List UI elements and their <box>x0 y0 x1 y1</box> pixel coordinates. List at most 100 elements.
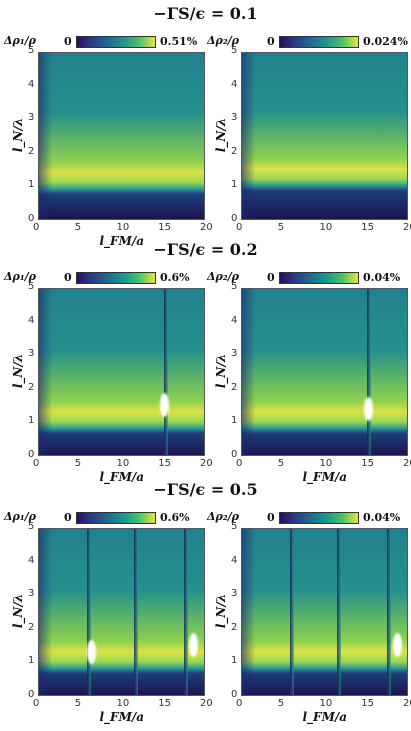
y-tick-label: 3 <box>231 588 238 600</box>
heatmap-plot <box>38 52 205 220</box>
colorbar-max-label: 0.04% <box>363 511 401 524</box>
row-title-1: −ΓS/ϵ = 0.1 <box>153 4 258 23</box>
y-tick-label: 0 <box>231 689 238 700</box>
y-tick-label: 4 <box>28 554 35 566</box>
heatmap-plot <box>241 528 408 696</box>
x-tick-label: 15 <box>158 222 171 233</box>
x-tick-label: 10 <box>116 458 130 469</box>
y-tick-label: 4 <box>231 554 238 566</box>
discontinuity-stripe-2 <box>134 529 139 695</box>
left-edge-gradient <box>39 53 204 219</box>
x-axis-label: l_FM/a <box>99 710 145 724</box>
x-tick-label: 20 <box>200 698 213 709</box>
x-tick-label: 20 <box>200 222 213 233</box>
x-tick-label: 10 <box>116 698 130 709</box>
y-tick-label: 5 <box>231 45 238 56</box>
x-tick-label: 20 <box>403 458 411 469</box>
x-tick-label: 20 <box>200 458 213 469</box>
y-axis-label: l_N/λ <box>11 593 25 629</box>
y-tick-label: 2 <box>231 621 238 633</box>
colorbar <box>76 512 156 524</box>
x-tick-label: 10 <box>319 458 333 469</box>
x-tick-label: 0 <box>236 222 243 233</box>
x-tick-label: 10 <box>116 222 130 233</box>
colorbar-min-label: 0 <box>64 35 72 48</box>
colorbar <box>76 36 156 48</box>
saturation-spot-1 <box>160 393 170 418</box>
y-tick-label: 1 <box>231 415 238 427</box>
saturation-spot-2 <box>189 633 199 658</box>
row-title-3: −ΓS/ϵ = 0.5 <box>153 480 258 499</box>
y-tick-label: 2 <box>28 381 35 393</box>
saturation-spot-1 <box>86 639 96 664</box>
colorbar-label: Δρ₂/ρ <box>207 510 240 523</box>
x-tick-label: 0 <box>33 458 40 469</box>
left-edge-gradient <box>242 289 407 455</box>
y-tick-label: 2 <box>231 145 238 157</box>
heatmap-plot <box>241 52 408 220</box>
y-tick-label: 1 <box>28 415 35 427</box>
colorbar-min-label: 0 <box>64 511 72 524</box>
y-tick-label: 5 <box>28 281 35 292</box>
x-tick-label: 20 <box>403 698 411 709</box>
heatmap-field <box>39 53 204 219</box>
colorbar <box>279 36 359 48</box>
colorbar <box>279 512 359 524</box>
x-tick-label: 15 <box>361 698 374 709</box>
heatmap-plot <box>241 288 408 456</box>
x-tick-label: 20 <box>403 222 411 233</box>
colorbar-max-label: 0.04% <box>363 271 401 284</box>
colorbar-min-label: 0 <box>267 35 275 48</box>
discontinuity-stripe-3 <box>386 529 391 695</box>
x-tick-label: 5 <box>74 458 82 469</box>
x-tick-label: 0 <box>236 458 243 469</box>
x-tick-label: 15 <box>158 698 171 709</box>
y-tick-label: 5 <box>231 521 238 532</box>
colorbar <box>279 272 359 284</box>
heatmap-field <box>39 289 204 455</box>
x-tick-label: 5 <box>277 458 285 469</box>
x-tick-label: 15 <box>158 458 171 469</box>
x-tick-label: 5 <box>277 222 285 233</box>
x-tick-label: 5 <box>74 222 82 233</box>
heatmap-field <box>242 529 407 695</box>
x-tick-label: 5 <box>277 698 285 709</box>
x-axis-label: l_FM/a <box>302 710 348 724</box>
colorbar-label: Δρ₁/ρ <box>4 34 37 47</box>
y-tick-label: 1 <box>231 179 238 191</box>
y-tick-label: 0 <box>28 689 35 700</box>
left-edge-gradient <box>39 289 204 455</box>
y-tick-label: 4 <box>28 78 35 90</box>
left-edge-gradient <box>242 53 407 219</box>
discontinuity-stripe-1 <box>164 289 169 455</box>
y-tick-label: 5 <box>28 45 35 56</box>
y-tick-label: 3 <box>231 348 238 360</box>
colorbar <box>76 272 156 284</box>
colorbar-max-label: 0.024% <box>363 35 408 48</box>
x-tick-label: 10 <box>319 222 333 233</box>
x-tick-label: 0 <box>33 698 40 709</box>
colorbar-max-label: 0.6% <box>160 511 190 524</box>
y-tick-label: 4 <box>28 314 35 326</box>
y-tick-label: 1 <box>28 179 35 191</box>
x-tick-label: 15 <box>361 458 374 469</box>
colorbar-label: Δρ₁/ρ <box>4 270 37 283</box>
colorbar-label: Δρ₂/ρ <box>207 270 240 283</box>
discontinuity-stripe-1 <box>367 289 372 455</box>
y-axis-label: l_N/λ <box>11 117 25 153</box>
y-tick-label: 2 <box>28 621 35 633</box>
x-tick-label: 10 <box>319 698 333 709</box>
y-axis-label: l_N/λ <box>11 353 25 389</box>
x-tick-label: 0 <box>236 698 243 709</box>
row-title-2: −ΓS/ϵ = 0.2 <box>153 240 258 259</box>
saturation-spot-1 <box>393 633 403 658</box>
discontinuity-stripe-1 <box>87 529 92 695</box>
discontinuity-stripe-2 <box>337 529 342 695</box>
colorbar-max-label: 0.51% <box>160 35 198 48</box>
saturation-spot-1 <box>364 396 374 421</box>
